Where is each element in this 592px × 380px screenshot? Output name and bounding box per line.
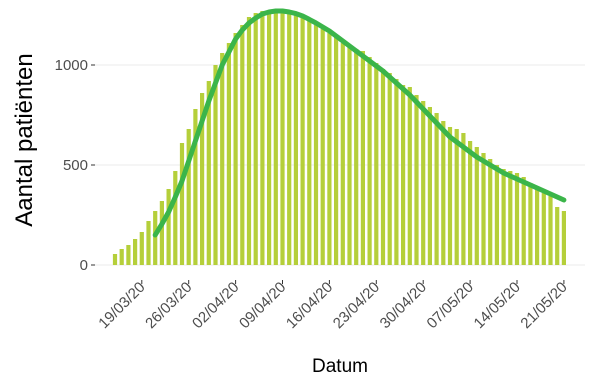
x-tick-label: 21/05/20 [517,279,570,332]
y-axis-label: Aantal patiënten [11,53,38,226]
bar [313,25,319,265]
bar [159,201,164,265]
bar [307,21,312,265]
bar [421,101,426,265]
bar [206,81,211,265]
x-tick-label: 09/04/20 [236,279,289,332]
x-tick-label: 16/04/20 [283,279,336,332]
bar [133,239,138,265]
y-tick-label: 1000 [55,57,88,74]
bar [293,15,298,265]
x-tick-label: 07/05/20 [424,279,477,332]
bar [273,12,278,265]
bar [481,153,486,265]
x-tick-label: 02/04/20 [189,279,242,332]
bar [179,143,185,265]
bar [186,129,191,265]
bar [320,29,325,265]
bar [380,69,386,265]
bar [447,127,453,265]
bar [253,13,258,265]
bar [521,177,526,265]
bar [468,141,473,265]
bar [414,95,419,265]
bar [233,33,238,265]
x-tick-label: 19/03/20 [95,279,148,332]
bar [488,159,493,265]
bar [220,53,225,265]
x-tick-label: 26/03/20 [142,279,195,332]
bar [401,85,406,265]
bar [561,211,566,265]
x-tick-label: 23/04/20 [330,279,383,332]
bar [119,249,124,265]
bar [260,11,265,265]
bar [367,57,372,265]
bar [267,11,272,265]
bar [514,173,520,265]
bar [461,133,466,265]
bar [280,10,285,265]
x-axis-label: Datum [312,356,368,377]
bar [454,129,459,265]
y-tick-label: 500 [63,157,88,174]
x-tick-label: 14/05/20 [471,279,524,332]
bar [173,171,178,265]
bar [508,171,513,265]
bar [146,221,151,265]
bar [200,93,205,265]
bar [246,17,252,265]
bar [354,49,359,265]
bar [434,113,439,265]
bar [153,211,158,265]
bar [374,63,379,265]
bar [427,107,432,265]
bar [494,165,499,265]
bar [441,121,446,265]
bar [226,43,231,265]
bar [394,79,399,265]
bar [541,193,546,265]
bar [166,189,171,265]
bar [240,25,245,265]
bar [139,232,144,265]
bar [112,254,118,265]
smooth-line [152,8,567,238]
bar [528,183,533,265]
bar [360,51,365,265]
bar [407,87,412,265]
bar [126,245,131,265]
bar [340,43,345,265]
bar [548,196,553,265]
x-tick-label: 30/04/20 [377,279,430,332]
bar [327,33,332,265]
bar [300,17,305,265]
bar [213,65,218,265]
y-tick-label: 0 [80,257,88,274]
bar [501,169,506,265]
bar [535,189,540,265]
bar [387,73,392,265]
bar [193,109,198,265]
bar [334,37,339,265]
bar [287,13,292,265]
bar [555,207,560,265]
bar [347,47,352,265]
bar [474,147,479,265]
